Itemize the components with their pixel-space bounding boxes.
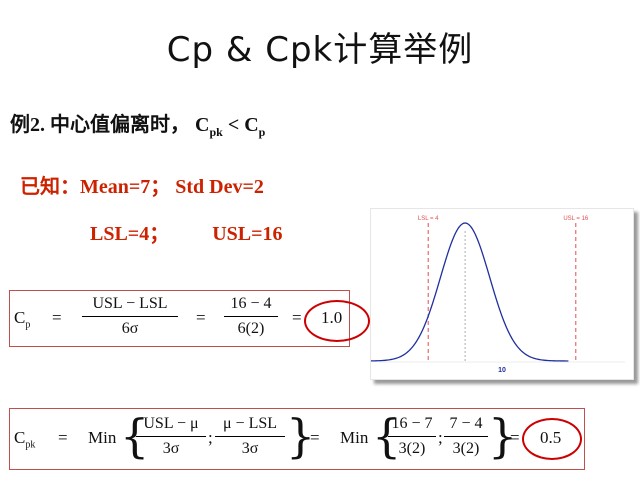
fraction-numerator: 16 − 4: [230, 295, 272, 312]
equals-sign: =: [52, 308, 62, 327]
usl-value: USL=16: [212, 223, 283, 245]
fraction-mu-lsl: μ − LSL 3σ: [215, 415, 285, 458]
cp-lhs: Cp: [14, 308, 31, 331]
example-label: 例2. 中心值偏离时，: [10, 114, 190, 136]
cp-formula-box: Cp = USL − LSL 6σ = 16 − 4 6(2) = 1.0: [9, 290, 350, 347]
page-title: Cp & Cpk计算举例: [166, 30, 474, 70]
axis-tick-label: 10: [498, 367, 506, 374]
fraction-numerator: USL − μ: [143, 415, 199, 432]
fraction-bar: [388, 436, 436, 437]
fraction-denominator: 6σ: [121, 320, 139, 337]
distribution-chart-panel: LSL = 4 USL = 16 10: [361, 208, 634, 380]
fraction-numerator: USL − LSL: [92, 295, 168, 312]
given-limits: LSL=4； USL=16: [90, 217, 283, 246]
fraction-numerator: 7 − 4: [449, 415, 483, 432]
equals-sign: =: [58, 428, 68, 447]
lsl-limit-label: LSL = 4: [418, 216, 439, 222]
fraction-numerator: μ − LSL: [222, 415, 278, 432]
fraction-bar: [215, 436, 285, 437]
distribution-chart: LSL = 4 USL = 16 10: [361, 216, 625, 374]
cpk-formula-box: Cpk = Min { USL − μ 3σ ; μ − LSL 3σ } = …: [9, 408, 585, 470]
equals-sign: =: [510, 428, 520, 447]
given-mean-std: 已知：Mean=7； Std Dev=2: [20, 176, 264, 198]
fraction-usl-lsl: USL − LSL 6σ: [82, 295, 178, 338]
fraction-bar: [224, 316, 278, 317]
less-than: <: [227, 114, 240, 136]
equals-sign: =: [292, 308, 302, 327]
fraction-lower-values: 7 − 4 3(2): [444, 415, 488, 458]
min-function: Min: [88, 428, 117, 447]
usl-limit-label: USL = 16: [563, 216, 589, 222]
cpk-symbol: Cpk: [195, 114, 223, 139]
fraction-denominator: 3σ: [241, 440, 259, 457]
distribution-curve: [361, 222, 569, 362]
cpk-lhs: Cpk: [14, 428, 36, 451]
right-brace: }: [488, 409, 518, 463]
equals-sign: =: [196, 308, 206, 327]
fraction-usl-mu: USL − μ 3σ: [136, 415, 206, 458]
separator: ;: [208, 428, 213, 447]
fraction-denominator: 3σ: [162, 440, 180, 457]
fraction-bar: [82, 316, 178, 317]
equals-sign: =: [310, 428, 320, 447]
cp-result-highlight-circle: [304, 300, 370, 342]
cp-symbol: Cp: [244, 114, 266, 139]
fraction-denominator: 3(2): [398, 440, 426, 457]
example-heading: 例2. 中心值偏离时， Cpk < Cp: [10, 108, 265, 140]
fraction-bar: [136, 436, 206, 437]
fraction-values: 16 − 4 6(2): [224, 295, 278, 338]
fraction-numerator: 16 − 7: [391, 415, 433, 432]
fraction-bar: [444, 436, 488, 437]
min-function: Min: [340, 428, 369, 447]
fraction-denominator: 3(2): [452, 440, 480, 457]
fraction-upper-values: 16 − 7 3(2): [388, 415, 436, 458]
lsl-value: LSL=4；: [90, 223, 170, 245]
right-brace: }: [286, 409, 316, 463]
separator: ;: [438, 428, 443, 447]
cpk-result-highlight-circle: [522, 418, 582, 460]
fraction-denominator: 6(2): [237, 320, 265, 337]
